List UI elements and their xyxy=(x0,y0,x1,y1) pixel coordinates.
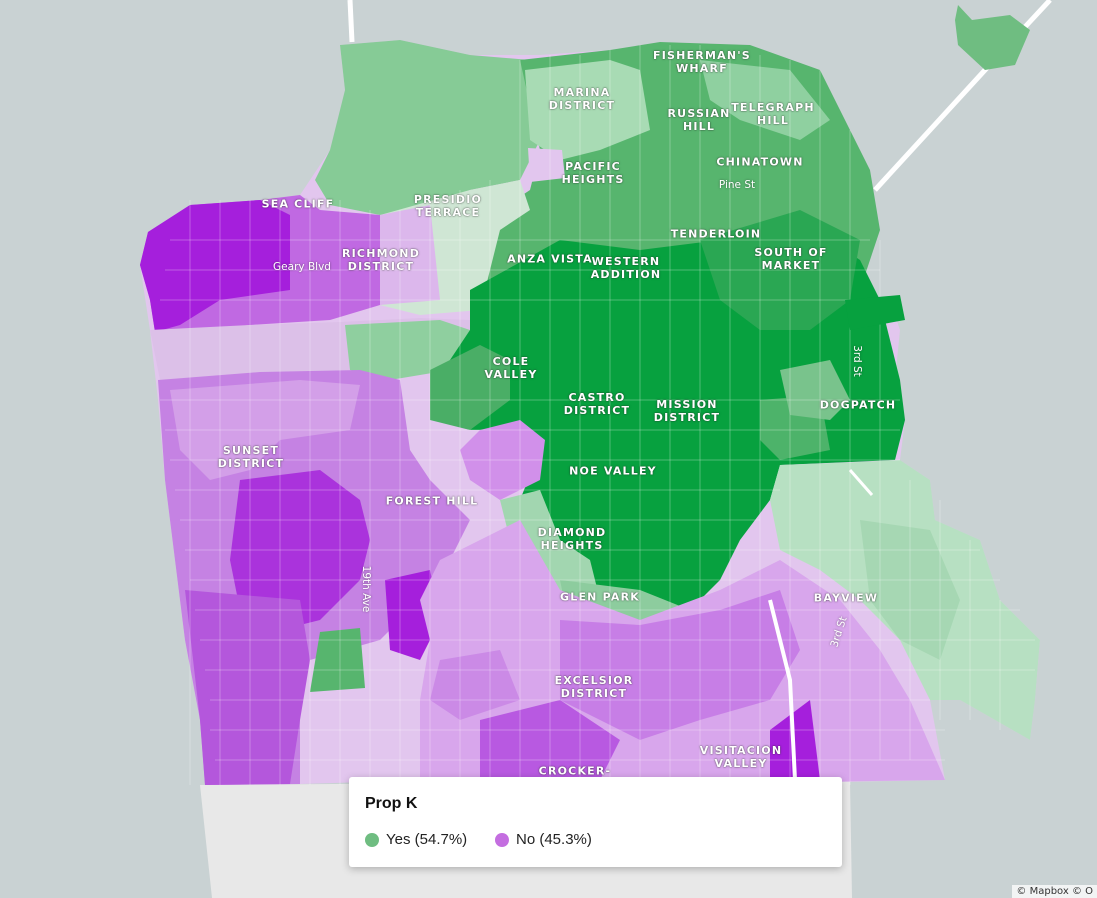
bayview-mid xyxy=(860,520,960,660)
crocker-no xyxy=(480,700,620,780)
map-attribution[interactable]: © Mapbox © O xyxy=(1012,885,1097,898)
inner-richmond-purple xyxy=(380,205,440,305)
street-label-geary-blvd: Geary Blvd xyxy=(273,261,331,273)
street-label-pine-st: Pine St xyxy=(718,179,756,191)
soma-yes xyxy=(700,210,860,330)
ocean-ave-no xyxy=(430,650,520,720)
golden-gate-road xyxy=(347,0,355,43)
pacific-purple xyxy=(528,148,565,182)
legend-item-yes[interactable]: Yes (54.7%) xyxy=(365,831,467,848)
legend-title: Prop K xyxy=(365,795,418,812)
block-grid xyxy=(160,45,1035,785)
yerba-buena-island xyxy=(955,5,1030,70)
diamond-heights-yes-light xyxy=(500,490,600,605)
marina-yes-light xyxy=(525,60,650,160)
street-label-3rd-st-north: 3rd St xyxy=(851,345,863,377)
parkside-no-strong xyxy=(230,470,370,630)
twin-peaks-purple xyxy=(460,420,545,500)
legend-item-no[interactable]: No (45.3%) xyxy=(495,831,592,848)
lake-merced-no xyxy=(185,590,310,785)
legend-label-no: No (45.3%) xyxy=(516,831,592,848)
highway-280 xyxy=(848,469,874,496)
presidio-yes xyxy=(315,40,540,215)
telegraph-yes-light xyxy=(700,60,830,140)
sea-cliff-no-strong xyxy=(140,200,290,332)
sunset-light xyxy=(170,380,360,480)
potrero-yes xyxy=(780,360,850,420)
legend-panel: Prop K Yes (54.7%) No (45.3%) xyxy=(349,777,842,867)
cole-valley-yes xyxy=(430,345,510,430)
street-label-19th-ave: 19th Ave xyxy=(360,565,372,613)
panhandle-yes xyxy=(345,320,470,380)
no-swatch-icon xyxy=(495,832,509,847)
legend-label-yes: Yes (54.7%) xyxy=(386,831,468,848)
highway-101 xyxy=(768,599,797,781)
yes-swatch-icon xyxy=(365,832,379,847)
sloat-yes xyxy=(310,628,365,692)
pier-edges xyxy=(845,295,905,330)
excelsior-no xyxy=(560,590,800,740)
